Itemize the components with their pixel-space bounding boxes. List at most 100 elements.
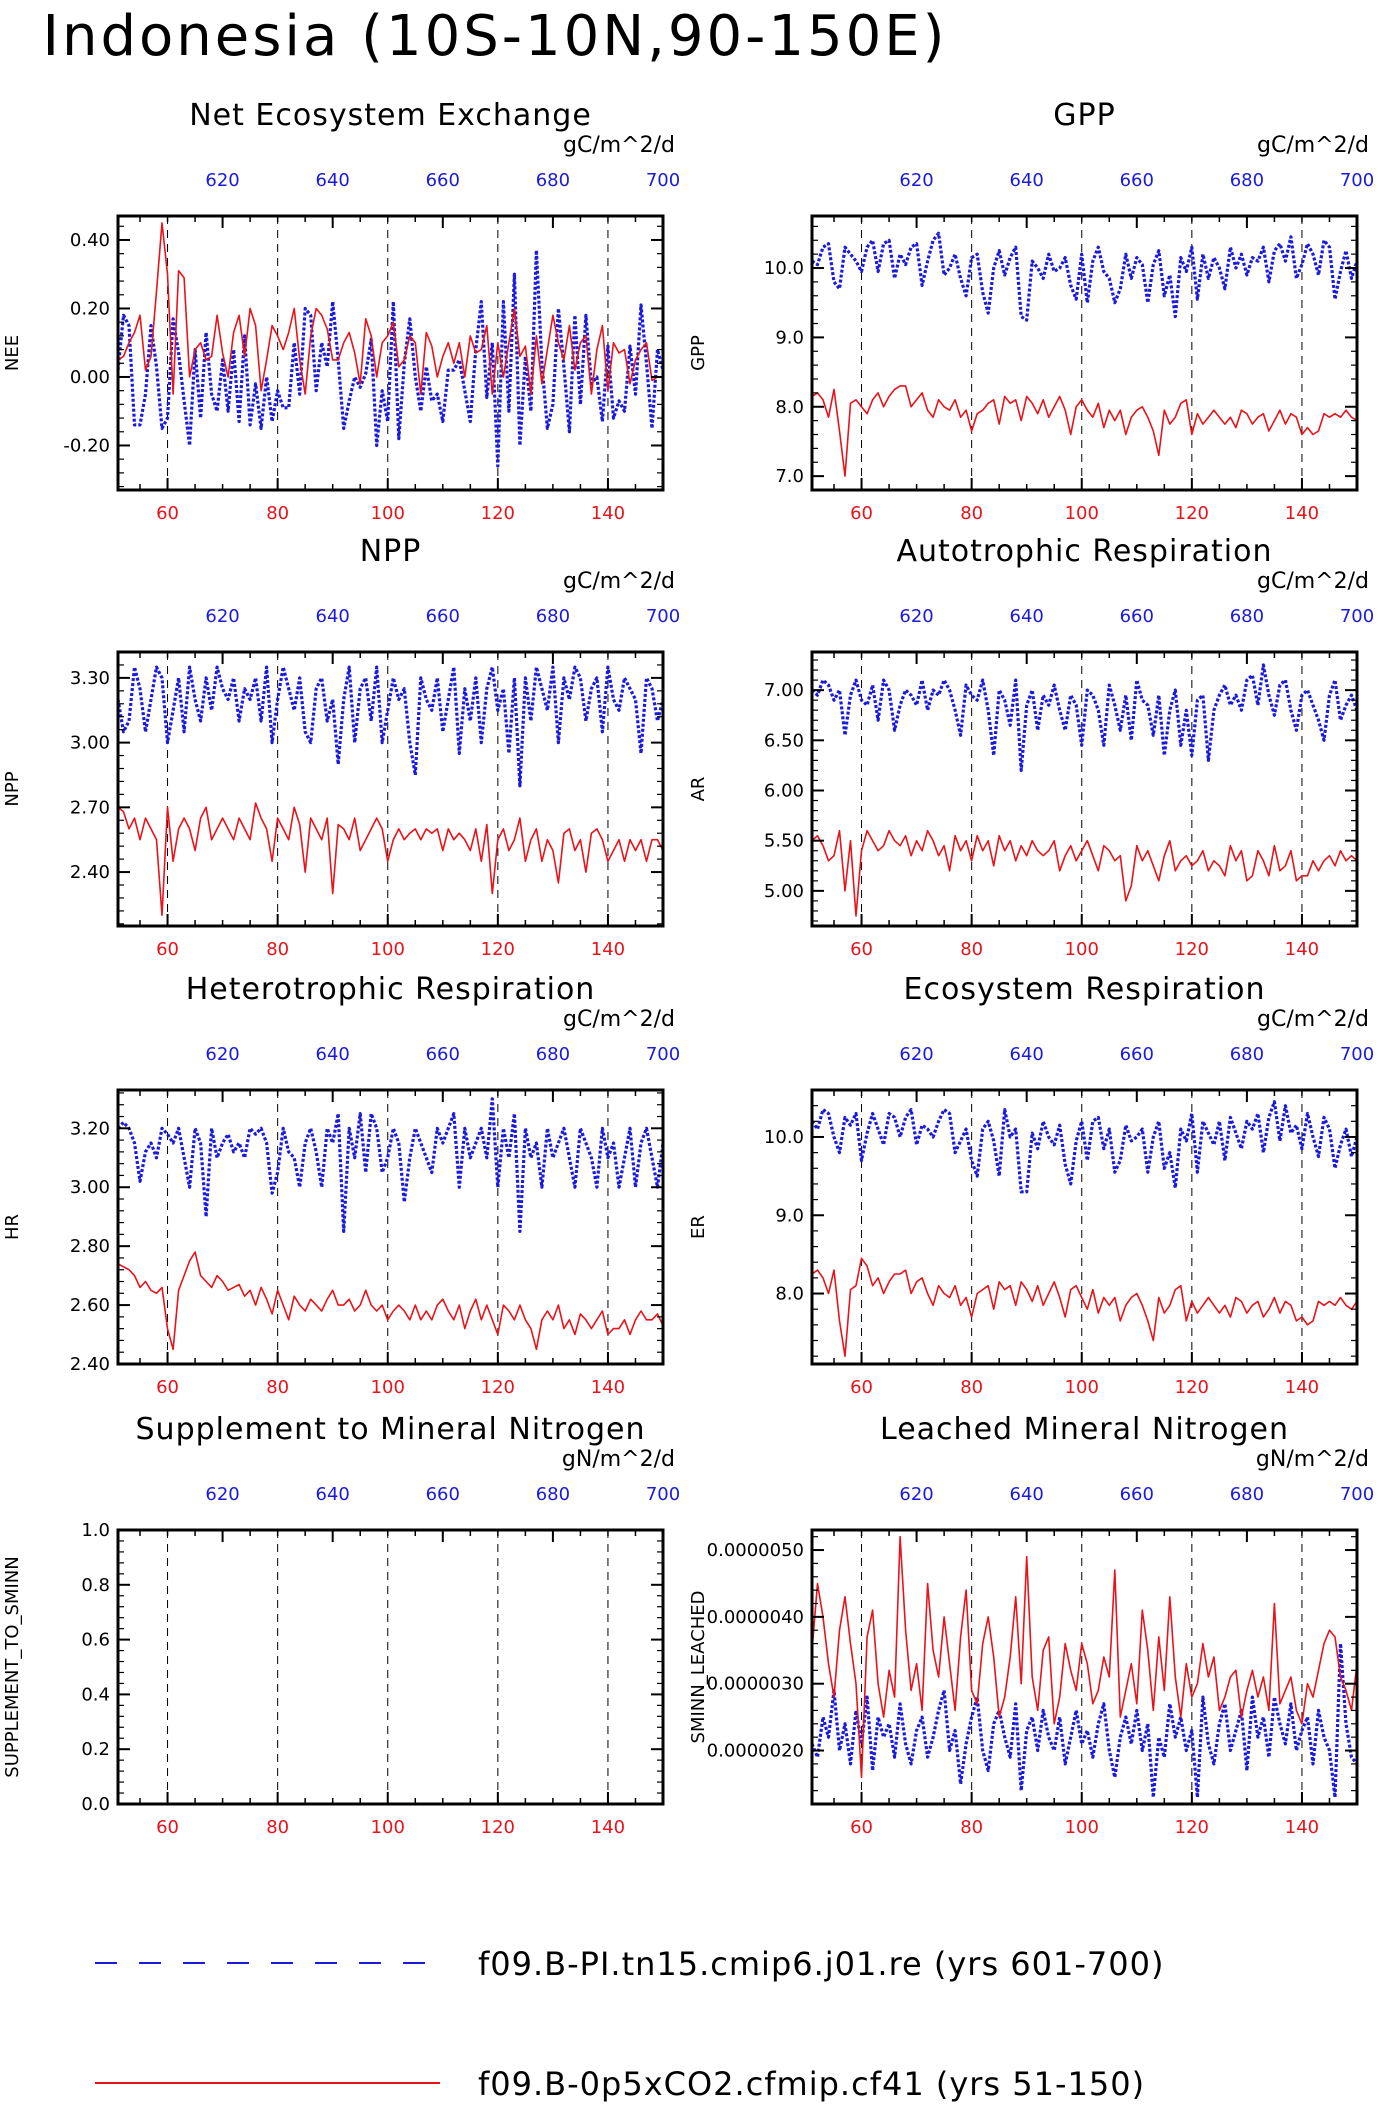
x-tick-label-bottom: 140 xyxy=(591,1377,625,1398)
x-tick-label-top: 660 xyxy=(1120,606,1154,627)
y-tick-label: 0.20 xyxy=(70,298,110,319)
x-tick-label-top: 660 xyxy=(426,170,460,191)
x-tick-label-bottom: 80 xyxy=(960,1377,983,1398)
y-tick-label: 3.00 xyxy=(70,1177,110,1198)
y-tick-label: 7.0 xyxy=(775,466,804,487)
x-tick-label-bottom: 120 xyxy=(481,1377,515,1398)
y-tick-label: 0.0000030 xyxy=(707,1674,804,1695)
y-tick-label: 9.0 xyxy=(775,1205,804,1226)
x-tick-label-bottom: 140 xyxy=(1285,503,1319,524)
x-tick-label-bottom: 120 xyxy=(481,503,515,524)
legend-label-top-series: f09.B-PI.tn15.cmip6.j01.re (yrs 601-700) xyxy=(478,1945,1164,1983)
y-tick-label: 2.70 xyxy=(70,797,110,818)
x-tick-label-top: 640 xyxy=(316,170,350,191)
y-axis-label: HR xyxy=(2,1214,23,1240)
y-tick-label: 2.40 xyxy=(70,1354,110,1375)
y-tick-label: 0.0000040 xyxy=(707,1607,804,1628)
plot-frame xyxy=(810,650,1359,928)
plot-frame xyxy=(116,650,665,928)
x-tick-label-top: 660 xyxy=(426,606,460,627)
series-line-top-axis xyxy=(810,1641,1359,1799)
units-label: gN/m^2/d xyxy=(562,1447,675,1472)
x-tick-label-top: 660 xyxy=(1120,1484,1154,1505)
x-tick-label-bottom: 100 xyxy=(371,1377,405,1398)
x-tick-label-top: 700 xyxy=(1340,1484,1374,1505)
series-line-bottom-axis xyxy=(811,1257,1358,1357)
units-label: gC/m^2/d xyxy=(563,1007,675,1032)
plot-frame xyxy=(810,1528,1359,1806)
y-axis-label: NPP xyxy=(2,771,23,806)
y-tick-label: 3.00 xyxy=(70,733,110,754)
x-tick-label-bottom: 60 xyxy=(850,939,873,960)
x-tick-label-top: 700 xyxy=(1340,170,1374,191)
plot-frame xyxy=(116,1088,665,1366)
x-tick-label-top: 680 xyxy=(1230,170,1264,191)
y-tick-label: 0.8 xyxy=(81,1575,110,1596)
panel-gpp: GPP gC/m^2/d 60 80 100 120 140 620 640 660 680 700 1… xyxy=(688,98,1374,524)
x-tick-label-bottom: 120 xyxy=(1175,503,1209,524)
series-line-bottom-axis xyxy=(811,829,1358,917)
series-line-bottom-axis xyxy=(811,1535,1358,1779)
x-tick-label-top: 700 xyxy=(646,170,680,191)
x-tick-label-top: 620 xyxy=(205,1484,239,1505)
panel-title: Net Ecosystem Exchange xyxy=(189,98,592,133)
y-axis-label: GPP xyxy=(688,335,709,371)
x-tick-label-bottom: 120 xyxy=(481,939,515,960)
x-tick-label-top: 700 xyxy=(1340,606,1374,627)
units-label: gC/m^2/d xyxy=(1257,569,1369,594)
x-tick-label-top: 680 xyxy=(1230,1044,1264,1065)
panel-title: Ecosystem Respiration xyxy=(904,972,1266,1007)
y-tick-label: 7.00 xyxy=(764,680,804,701)
panel-npp: NPP gC/m^2/d 60 80 100 120 140 620 640 660 680 700 3… xyxy=(2,534,680,960)
x-tick-label-bottom: 100 xyxy=(1065,1377,1099,1398)
series-line-bottom-axis xyxy=(117,222,663,395)
units-label: gC/m^2/d xyxy=(1257,1007,1369,1032)
x-tick-label-bottom: 60 xyxy=(850,503,873,524)
x-tick-label-bottom: 140 xyxy=(1285,1377,1319,1398)
y-tick-label: 0.0000050 xyxy=(707,1540,804,1561)
series-line-top-axis xyxy=(116,665,665,788)
y-tick-label: 0.2 xyxy=(81,1739,110,1760)
series-line-bottom-axis xyxy=(811,385,1358,477)
x-tick-label-bottom: 120 xyxy=(1175,1817,1209,1838)
x-tick-label-top: 680 xyxy=(536,170,570,191)
y-tick-label: 0.00 xyxy=(70,367,110,388)
x-tick-label-bottom: 60 xyxy=(156,939,179,960)
x-tick-label-top: 680 xyxy=(536,1044,570,1065)
y-tick-label: 5.00 xyxy=(764,881,804,902)
x-tick-label-bottom: 100 xyxy=(371,1817,405,1838)
x-tick-label-bottom: 120 xyxy=(1175,1377,1209,1398)
x-tick-label-bottom: 80 xyxy=(266,939,289,960)
x-tick-label-top: 620 xyxy=(205,1044,239,1065)
x-tick-label-top: 700 xyxy=(1340,1044,1374,1065)
y-axis-label: SUPPLEMENT_TO_SMINN xyxy=(2,1556,23,1777)
y-tick-label: 8.0 xyxy=(775,397,804,418)
plot-frame xyxy=(116,1528,665,1806)
units-label: gC/m^2/d xyxy=(563,569,675,594)
y-tick-label: 2.60 xyxy=(70,1295,110,1316)
y-tick-label: 0.4 xyxy=(81,1684,110,1705)
y-tick-label: 3.20 xyxy=(70,1118,110,1139)
x-tick-label-bottom: 140 xyxy=(591,503,625,524)
x-tick-label-top: 620 xyxy=(205,606,239,627)
x-tick-label-top: 640 xyxy=(1010,1484,1044,1505)
legend: f09.B-PI.tn15.cmip6.j01.re (yrs 601-700)… xyxy=(95,1945,1164,2103)
x-tick-label-top: 660 xyxy=(426,1484,460,1505)
y-axis-label: SMINN_LEACHED xyxy=(688,1591,709,1744)
x-tick-label-top: 620 xyxy=(899,1044,933,1065)
x-tick-label-top: 620 xyxy=(899,170,933,191)
x-tick-label-bottom: 80 xyxy=(960,503,983,524)
x-tick-label-top: 640 xyxy=(316,1044,350,1065)
plot-frame xyxy=(810,1088,1359,1366)
series-line-top-axis xyxy=(810,1100,1359,1194)
x-tick-label-top: 700 xyxy=(646,1484,680,1505)
y-tick-label: 0.0 xyxy=(81,1794,110,1815)
y-tick-label: 9.0 xyxy=(775,327,804,348)
series-line-top-axis xyxy=(116,248,665,468)
panel-title: Supplement to Mineral Nitrogen xyxy=(136,1412,646,1447)
panel-title: NPP xyxy=(360,534,422,569)
